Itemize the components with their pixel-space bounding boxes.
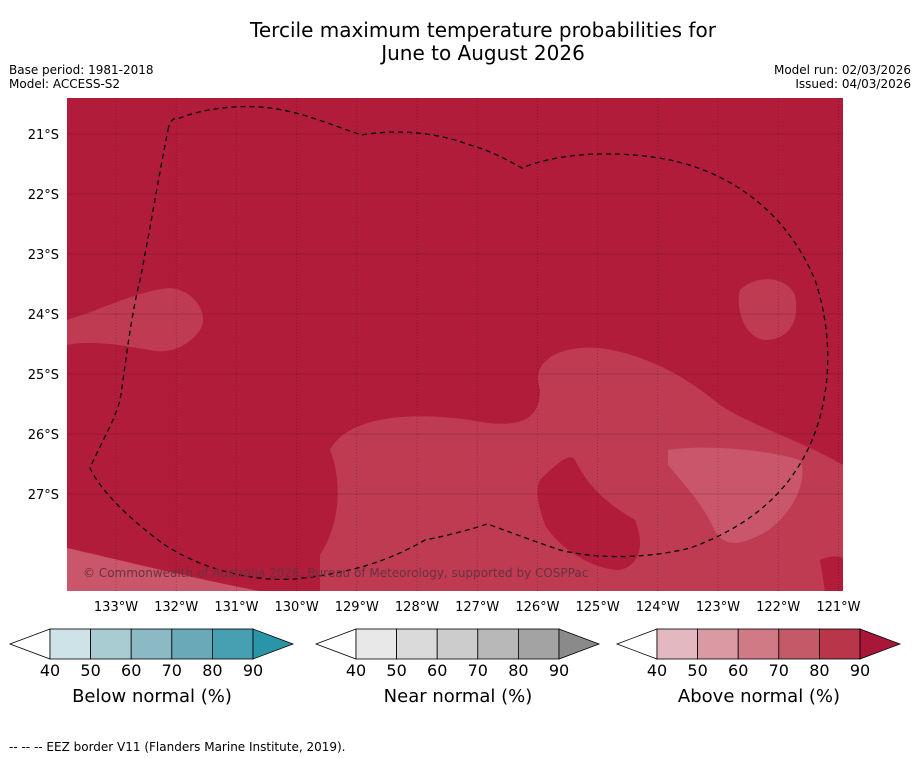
latitude-label: 24°S — [28, 308, 59, 323]
colorbar-segment — [778, 628, 820, 660]
longitude-label: 132°W — [154, 600, 198, 615]
eez-border — [89, 105, 829, 581]
colorbar-segment — [211, 628, 254, 660]
longitude-label: 127°W — [455, 600, 499, 615]
region-above-70-80-west — [67, 288, 204, 352]
colorbar-tick-label: 90 — [850, 661, 870, 680]
colorbar-segment — [130, 628, 173, 660]
colorbar-segment — [355, 628, 397, 660]
region-above-70-80-east — [738, 279, 797, 340]
region-above-70-80-south — [67, 347, 843, 591]
title-line-1: Tercile maximum temperature probabilitie… — [250, 18, 716, 42]
map-title: Tercile maximum temperature probabilitie… — [0, 19, 919, 65]
issued-date: Issued: 04/03/2026 — [795, 77, 911, 91]
colorbar-tick-label: 40 — [346, 661, 366, 680]
title-line-2: June to August 2026 — [381, 41, 585, 65]
graticule — [67, 98, 843, 591]
colorbar-tick-label: 50 — [386, 661, 406, 680]
colorbar-tick-label: 70 — [468, 661, 488, 680]
colorbar-tick-label: 60 — [427, 661, 447, 680]
colorbar-under-triangle — [314, 628, 357, 660]
probability-map: © Commonwealth of Australia 2026, Bureau… — [8, 98, 902, 680]
colorbar-segment — [49, 628, 91, 660]
latitude-label: 26°S — [28, 428, 59, 443]
colorbar-tick-label: 70 — [769, 661, 789, 680]
region-above-80-90-south-center — [537, 457, 640, 570]
longitude-label: 122°W — [756, 600, 800, 615]
colorbar-segment — [656, 628, 698, 660]
region-above-80-90-south-east — [820, 556, 843, 591]
colorbar-over-triangle — [859, 628, 902, 660]
longitude-label: 133°W — [94, 600, 138, 615]
colorbar-tick-label: 60 — [728, 661, 748, 680]
colorbar-segment — [737, 628, 780, 660]
colorbar-segment — [90, 628, 132, 660]
meta-right: Model run: 02/03/2026 Issued: 04/03/2026 — [774, 63, 911, 91]
colorbar-tick-label: 90 — [243, 661, 263, 680]
meta-left: Base period: 1981-2018 Model: ACCESS-S2 — [9, 63, 154, 91]
longitude-label: 129°W — [335, 600, 379, 615]
colorbar-tick-label: 70 — [162, 661, 182, 680]
colorbar-tick-label: 80 — [809, 661, 829, 680]
longitude-label: 128°W — [395, 600, 439, 615]
colorbar-tick-label: 90 — [549, 661, 569, 680]
copyright-note: © Commonwealth of Australia 2026, Bureau… — [83, 566, 588, 580]
longitude-label: 130°W — [275, 600, 319, 615]
eez-footnote: -- -- -- EEZ border V11 (Flanders Marine… — [9, 740, 346, 754]
latitude-label: 27°S — [28, 488, 59, 503]
colorbar-tick-label: 80 — [202, 661, 222, 680]
below-normal-label: Below normal (%) — [72, 686, 232, 707]
colorbar-under-triangle — [615, 628, 658, 660]
map-area — [67, 98, 843, 591]
longitude-label: 125°W — [576, 600, 620, 615]
region-above-80-90-south-west — [67, 440, 332, 591]
longitude-label: 124°W — [636, 600, 680, 615]
longitude-label: 123°W — [696, 600, 740, 615]
colorbars: 40 50 60 70 80 90 40 50 60 70 80 90 40 50 60 70 80 90 — [8, 628, 902, 680]
colorbar-segment — [477, 628, 519, 660]
colorbar-tick-label: 40 — [40, 661, 60, 680]
longitude-label: 121°W — [816, 600, 860, 615]
colorbar-segment — [171, 628, 213, 660]
colorbar-tick-label: 60 — [121, 661, 141, 680]
model-run: Model run: 02/03/2026 — [773, 63, 911, 77]
colorbar-segment — [396, 628, 438, 660]
model-name: Model: ACCESS-S2 — [9, 77, 121, 91]
region-above-60-70-southeast — [668, 447, 803, 543]
near-normal-label: Near normal (%) — [383, 686, 533, 707]
longitude-label: 126°W — [515, 600, 559, 615]
colorbar-segment — [697, 628, 739, 660]
latitude-label: 23°S — [28, 248, 59, 263]
base-period: Base period: 1981-2018 — [9, 63, 154, 77]
colorbar: 40 50 60 70 80 90 — [615, 628, 902, 680]
colorbar-tick-label: 50 — [687, 661, 707, 680]
colorbar-over-triangle — [252, 628, 295, 660]
longitude-labels: 133°W 132°W 131°W 130°W 129°W 128°W 127°W 126°W… — [94, 600, 861, 615]
colorbar-over-triangle — [558, 628, 601, 660]
colorbar: 40 50 60 70 80 90 — [314, 628, 601, 680]
colorbar-segment — [436, 628, 479, 660]
latitude-labels: 21°S 22°S 23°S 24°S 25°S 26°S 27°S — [28, 128, 59, 503]
latitude-label: 22°S — [28, 188, 59, 203]
colorbar-tick-label: 50 — [80, 661, 100, 680]
colorbar-segment — [518, 628, 560, 660]
region-above-60-70-south — [67, 548, 260, 591]
colorbar-under-triangle — [8, 628, 51, 660]
colorbar-segment — [819, 628, 861, 660]
colorbar-tick-label: 80 — [508, 661, 528, 680]
latitude-label: 21°S — [28, 128, 59, 143]
colorbar-tick-label: 40 — [647, 661, 667, 680]
latitude-label: 25°S — [28, 368, 59, 383]
colorbar: 40 50 60 70 80 90 — [8, 628, 295, 680]
above-normal-label: Above normal (%) — [677, 686, 841, 707]
longitude-label: 131°W — [214, 600, 258, 615]
